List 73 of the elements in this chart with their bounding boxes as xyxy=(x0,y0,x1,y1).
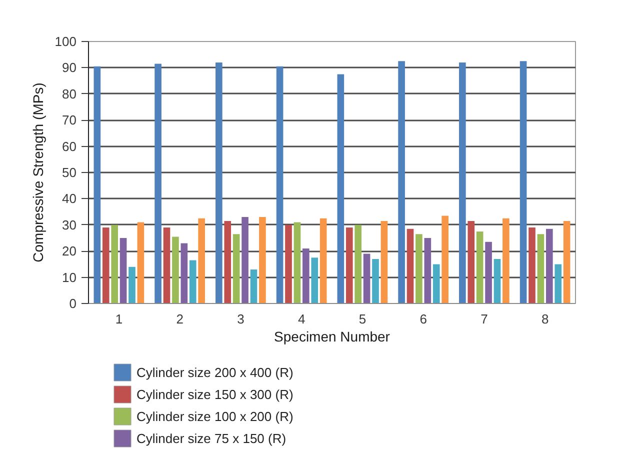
bar xyxy=(546,228,553,304)
bar xyxy=(102,228,110,304)
bar xyxy=(128,266,136,304)
bar xyxy=(554,264,562,304)
bar xyxy=(250,269,258,304)
x-tick-label: 2 xyxy=(176,312,184,326)
bar xyxy=(311,258,318,304)
bar xyxy=(476,231,484,304)
bar xyxy=(406,228,414,304)
legend-label: Cylinder size 150 x 300 (R) xyxy=(136,387,294,402)
bar xyxy=(416,234,422,304)
bar xyxy=(216,62,222,304)
legend-label: Cylinder size 75 x 150 (R) xyxy=(136,431,286,446)
bar xyxy=(320,218,327,304)
y-axis-title: Compressive Strength (MPs) xyxy=(30,82,46,262)
x-tick-label: 8 xyxy=(541,312,549,326)
legend-label: Cylinder size 200 x 400 (R) xyxy=(136,365,294,380)
bar xyxy=(172,236,179,304)
y-tick-label: 80 xyxy=(62,86,77,102)
y-tick-label: 10 xyxy=(62,270,77,285)
y-tick-label: 100 xyxy=(54,34,77,49)
y-tick-label: 60 xyxy=(62,138,77,154)
bar xyxy=(380,220,388,304)
bar xyxy=(459,62,466,304)
bar xyxy=(94,66,101,304)
bar xyxy=(154,64,162,304)
bar xyxy=(276,66,284,304)
y-tick-label: 90 xyxy=(62,60,77,76)
bar xyxy=(485,242,492,304)
bar xyxy=(259,217,266,304)
bar xyxy=(563,220,570,304)
bar xyxy=(180,243,188,304)
bar xyxy=(442,216,448,304)
bar xyxy=(120,238,127,304)
bar xyxy=(346,228,353,304)
x-tick-label: 3 xyxy=(237,312,244,326)
bar xyxy=(137,222,144,304)
bar xyxy=(520,61,527,304)
bar xyxy=(432,264,440,304)
bar xyxy=(398,61,405,304)
bar xyxy=(363,254,370,304)
x-tick-label: 6 xyxy=(420,312,427,326)
x-axis-title: Specimen Number xyxy=(274,328,390,344)
bar xyxy=(424,238,432,304)
x-tick-label: 1 xyxy=(115,312,123,326)
bar xyxy=(189,260,196,304)
bar xyxy=(294,222,301,304)
bar xyxy=(111,224,118,304)
bar xyxy=(285,224,292,304)
bar xyxy=(502,218,510,304)
legend-label: Cylinder size 100 x 200 (R) xyxy=(136,409,294,424)
bar xyxy=(163,228,170,304)
bar xyxy=(302,248,310,304)
bar xyxy=(494,258,501,304)
bar xyxy=(354,224,362,304)
bar xyxy=(232,234,240,304)
y-tick-label: 50 xyxy=(62,165,77,180)
y-tick-label: 70 xyxy=(62,112,77,128)
bar xyxy=(537,234,544,304)
bar xyxy=(242,217,248,304)
y-tick-label: 0 xyxy=(69,296,77,311)
x-tick-label: 5 xyxy=(358,312,366,326)
bar xyxy=(372,258,379,304)
y-tick-label: 20 xyxy=(62,244,77,259)
bar xyxy=(528,228,536,304)
y-tick-label: 40 xyxy=(62,191,77,206)
x-tick-label: 7 xyxy=(480,312,488,326)
bar xyxy=(337,74,344,304)
x-tick-label: 4 xyxy=(298,312,306,326)
bar xyxy=(224,220,232,304)
y-tick-label: 30 xyxy=(62,217,77,232)
bar xyxy=(468,220,475,304)
bar xyxy=(198,218,205,304)
